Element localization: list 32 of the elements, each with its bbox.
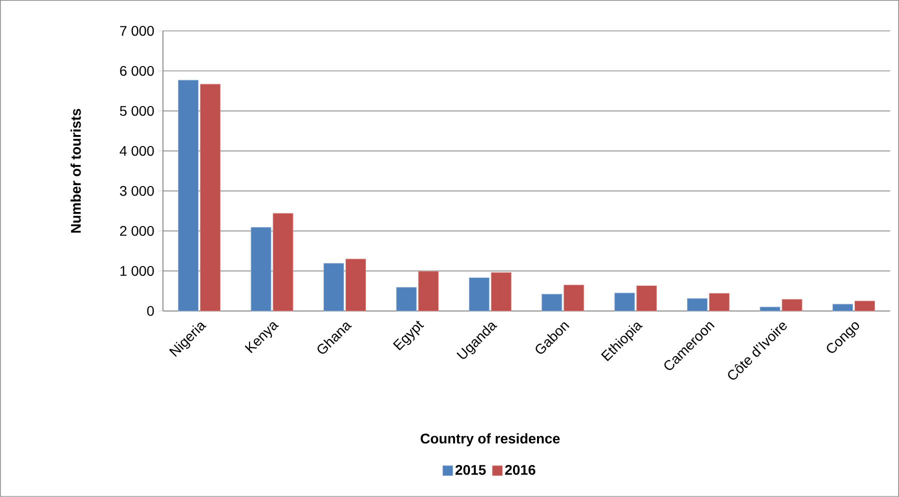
bar <box>564 284 584 312</box>
bar <box>854 300 875 312</box>
bar <box>687 298 708 312</box>
y-tick-label: 2 000 <box>120 226 154 236</box>
bar <box>345 258 366 312</box>
legend-label: 2015 <box>456 464 486 475</box>
y-tick-label: 1 000 <box>120 266 154 276</box>
y-tick-label: 5 000 <box>120 106 154 116</box>
bar <box>323 263 344 312</box>
y-tick-label: 4 000 <box>120 146 154 156</box>
bar <box>272 213 294 312</box>
bar <box>760 306 780 312</box>
bar <box>418 271 439 312</box>
y-tick-label: 0 <box>147 306 154 316</box>
bar <box>250 227 272 312</box>
bar <box>782 299 802 312</box>
legend-label: 2016 <box>505 464 536 475</box>
bar <box>490 272 512 312</box>
y-axis-title: Number of tourists <box>70 108 81 233</box>
y-tick-label: 7 000 <box>120 26 154 36</box>
bar <box>178 80 199 312</box>
bar <box>468 278 490 312</box>
y-tick-label: 3 000 <box>120 186 154 196</box>
y-tick-label: 6 000 <box>120 66 154 76</box>
bar <box>832 304 853 312</box>
bar <box>396 287 417 312</box>
bar <box>200 84 221 312</box>
bar <box>542 294 562 312</box>
bar <box>709 293 730 312</box>
x-axis-title: Country of residence <box>420 433 560 446</box>
bar <box>636 286 657 312</box>
bar <box>614 292 635 312</box>
